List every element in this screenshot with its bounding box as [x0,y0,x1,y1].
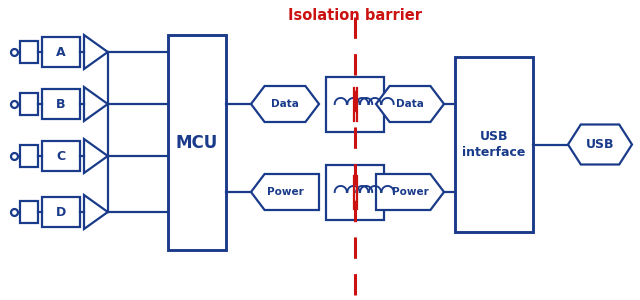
Bar [326,76,384,131]
Text: Data: Data [396,99,424,109]
Bar [42,37,80,67]
Bar [20,41,38,63]
Bar [326,164,384,220]
Text: Power: Power [267,187,303,197]
Bar [20,201,38,223]
Polygon shape [84,87,108,121]
Polygon shape [84,195,108,229]
Bar [455,57,533,232]
Bar [42,89,80,119]
Polygon shape [84,35,108,69]
Text: B: B [56,98,66,110]
Bar [42,141,80,171]
Text: USB: USB [586,138,614,151]
Polygon shape [84,139,108,173]
Polygon shape [376,86,444,122]
Bar [168,35,226,250]
Polygon shape [251,86,319,122]
Text: MCU: MCU [176,134,218,152]
Bar [20,93,38,115]
Polygon shape [568,124,632,164]
Text: D: D [56,206,66,218]
Text: interface: interface [462,146,525,159]
Polygon shape [376,174,444,210]
Text: Data: Data [271,99,299,109]
Text: USB: USB [480,130,508,143]
Polygon shape [251,174,319,210]
Text: C: C [56,149,65,163]
Text: Isolation barrier: Isolation barrier [288,8,422,23]
Text: A: A [56,46,66,59]
Text: Power: Power [392,187,428,197]
Bar [42,197,80,227]
Bar [20,145,38,167]
